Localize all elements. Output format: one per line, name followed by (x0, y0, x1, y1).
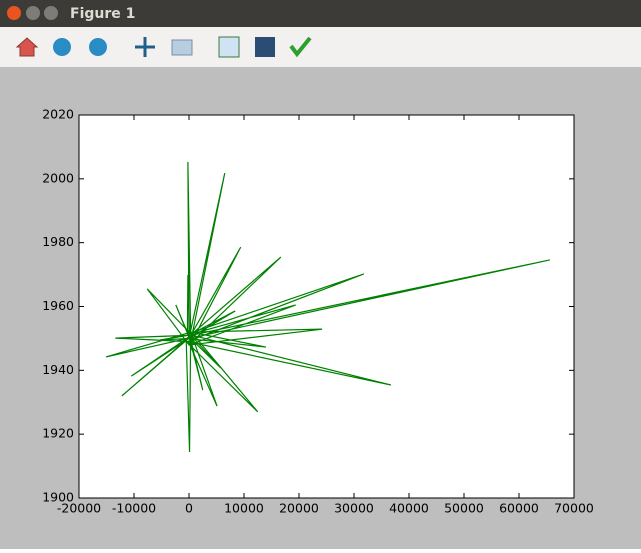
maximize-button[interactable] (44, 6, 58, 20)
x-tick-label: 30000 (334, 501, 374, 516)
x-tick-label: 10000 (224, 501, 264, 516)
y-tick-label: 1960 (42, 298, 74, 313)
back-button[interactable] (53, 38, 71, 56)
data-line (105, 161, 550, 453)
x-tick-label: 20000 (279, 501, 319, 516)
home-button[interactable] (15, 37, 39, 57)
x-tick-label: 50000 (444, 501, 484, 516)
forward-button[interactable] (89, 38, 107, 56)
y-tick-label: 2020 (42, 107, 74, 122)
plot: -20000 -10000 0 10000 20000 30000 40000 50000 60… (42, 107, 594, 516)
x-tick-label: 70000 (554, 501, 594, 516)
subplots-button[interactable] (218, 36, 240, 58)
x-tick-label: -10000 (112, 501, 156, 516)
edit-button[interactable] (289, 36, 312, 58)
y-tick-label: 1980 (42, 234, 74, 249)
zoom-button[interactable] (171, 39, 193, 56)
window-title: Figure 1 (70, 6, 135, 22)
toolbar-buttons (15, 36, 312, 58)
minimize-button[interactable] (26, 6, 40, 20)
y-tick-label: 1920 (42, 426, 74, 441)
x-tick-label: 40000 (389, 501, 429, 516)
y-tick-label: 1940 (42, 362, 74, 377)
y-tick-label: 2000 (42, 170, 74, 185)
pan-button[interactable] (135, 37, 155, 57)
y-tick-label: 1900 (42, 490, 74, 505)
save-button[interactable] (255, 37, 275, 57)
x-tick-label: -20000 (57, 501, 101, 516)
x-tick-label: 0 (185, 501, 193, 516)
close-button[interactable] (7, 6, 21, 20)
title-bar (0, 0, 641, 27)
x-tick-label: 60000 (499, 501, 539, 516)
